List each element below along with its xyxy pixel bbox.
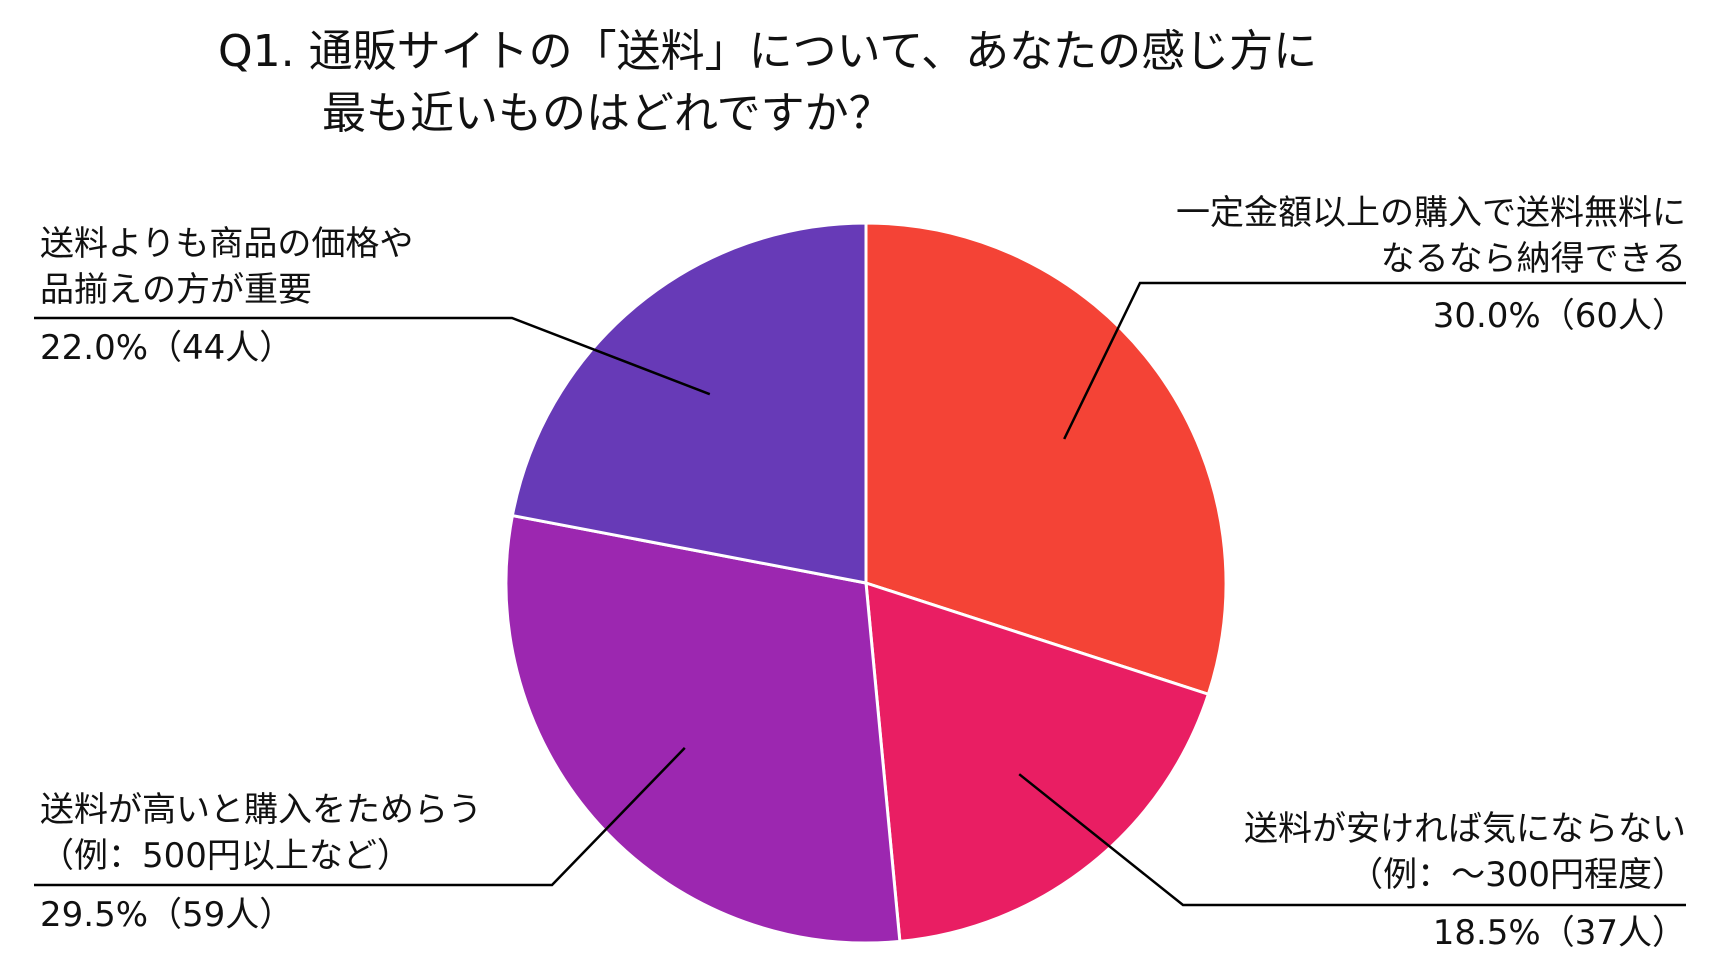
slice-label-cheap-shipping-line-1: 送料が安ければ気にならない	[1244, 809, 1686, 849]
slice-label-price-priority-line-2: 品揃えの方が重要	[40, 270, 312, 310]
chart-title-line-2: 最も近いものはどれですか？	[322, 88, 893, 139]
slice-label-expensive-shipping-line-1: 送料が高いと購入をためらう	[40, 790, 482, 830]
leader-lines	[34, 281, 1686, 907]
slice-label-free-shipping-line-2: なるなら納得できる	[1380, 239, 1686, 279]
slice-label-cheap-shipping-line-2: （例：～300円程度）	[1349, 855, 1686, 895]
pie-slice-expensive-shipping	[504, 514, 902, 945]
slice-value-cheap-shipping: 18.5%（37人）	[1432, 913, 1686, 953]
slice-label-free-shipping-line-1: 一定金額以上の購入で送料無料に	[1176, 193, 1686, 233]
slice-value-free-shipping: 30.0%（60人）	[1432, 296, 1686, 336]
pie-slice-cheap-shipping	[864, 581, 1210, 943]
leader-line-expensive-shipping	[34, 747, 686, 887]
leader-line-price-priority	[34, 316, 711, 396]
pie-slice-free-shipping	[864, 221, 1228, 696]
leader-line-free-shipping	[1063, 281, 1686, 440]
pie-slices	[504, 221, 1228, 945]
leader-line-cheap-shipping	[1018, 773, 1686, 907]
slice-value-expensive-shipping: 29.5%（59人）	[40, 895, 294, 935]
pie-slice-price-priority	[510, 221, 868, 585]
slice-value-price-priority: 22.0%（44人）	[40, 328, 294, 368]
chart-title-line-1: Q1. 通販サイトの「送料」について、あなたの感じ方に	[218, 26, 1318, 77]
slice-label-price-priority-line-1: 送料よりも商品の価格や	[40, 224, 414, 264]
slice-label-expensive-shipping-line-2: （例：500円以上など）	[40, 836, 411, 876]
